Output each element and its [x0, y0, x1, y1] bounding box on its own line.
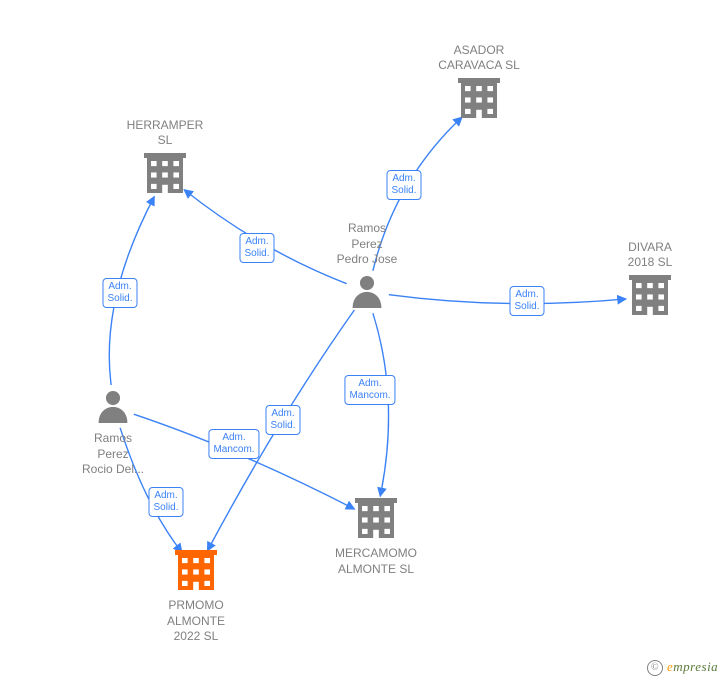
edge	[389, 295, 626, 304]
company-node[interactable]	[355, 498, 397, 538]
node-label: MERCAMOMO ALMONTE SL	[335, 546, 417, 577]
company-node[interactable]	[175, 550, 217, 590]
company-node[interactable]	[629, 275, 671, 315]
diagram-canvas	[0, 0, 728, 685]
edge-label: Adm. Mancom.	[208, 429, 259, 459]
edge-label: Adm. Mancom.	[344, 375, 395, 405]
watermark-text: mpresia	[673, 659, 718, 674]
person-node[interactable]	[99, 391, 128, 423]
edge-label: Adm. Solid.	[239, 233, 274, 263]
edge-label: Adm. Solid.	[386, 170, 421, 200]
edge-label: Adm. Solid.	[509, 286, 544, 316]
edge-label: Adm. Solid.	[148, 487, 183, 517]
node-label: DIVARA 2018 SL	[628, 240, 673, 271]
company-node[interactable]	[458, 78, 500, 118]
copyright-icon: ©	[647, 660, 663, 676]
watermark: ©empresia	[647, 659, 718, 676]
node-label: Ramos Perez Pedro Jose	[337, 221, 398, 268]
node-label: ASADOR CARAVACA SL	[438, 43, 520, 74]
node-label: HERRAMPER SL	[127, 118, 204, 149]
node-label: PRMOMO ALMONTE 2022 SL	[167, 598, 225, 645]
node-label: Ramos Perez Rocio Del...	[82, 431, 144, 478]
edge-label: Adm. Solid.	[265, 405, 300, 435]
person-node[interactable]	[353, 276, 382, 308]
company-node[interactable]	[144, 153, 186, 193]
edge-label: Adm. Solid.	[102, 278, 137, 308]
